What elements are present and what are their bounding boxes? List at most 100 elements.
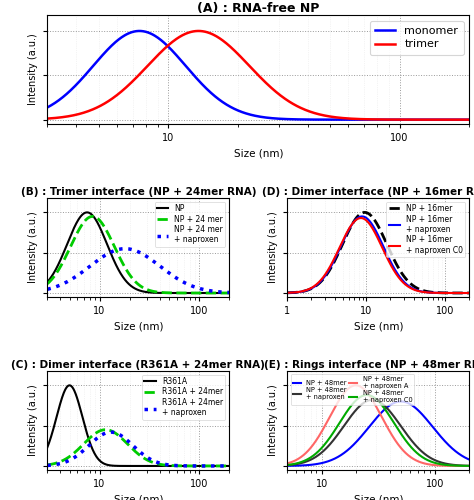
NP + 48mer
+ naproxen A xyxy=(376,409,382,415)
NP + 48mer
+ naproxen C0 xyxy=(437,461,443,467)
NP + 48mer
+ naproxen C0 xyxy=(364,392,369,398)
NP xyxy=(96,222,102,228)
R361A + 24mer xyxy=(244,463,250,469)
Line: NP + 24 mer
+ naproxen: NP + 24 mer + naproxen xyxy=(47,248,247,293)
NP + 16mer
+ naproxen xyxy=(284,290,290,296)
NP + 48mer
+ naproxen A xyxy=(353,382,359,388)
NP + 24 mer
+ naproxen xyxy=(122,246,128,252)
Title: (A) : RNA-free NP: (A) : RNA-free NP xyxy=(197,2,319,15)
monomer xyxy=(164,42,170,48)
Legend: R361A, R361A + 24mer, R361A + 24mer
+ naproxen: R361A, R361A + 24mer, R361A + 24mer + na… xyxy=(142,374,226,420)
NP + 48mer
+ naproxen xyxy=(370,397,375,403)
NP + 16mer
+ naproxen C0 xyxy=(358,215,364,221)
NP xyxy=(135,287,141,293)
Y-axis label: Intensity (a.u.): Intensity (a.u.) xyxy=(268,212,278,284)
NP + 24 mer
+ naproxen xyxy=(178,278,184,283)
NP xyxy=(244,290,250,296)
R361A + 24mer xyxy=(96,428,101,434)
Line: NP + 48mer: NP + 48mer xyxy=(287,402,474,466)
Line: R361A: R361A xyxy=(47,386,247,466)
monomer xyxy=(127,30,132,36)
Line: NP + 48mer
+ naproxen C0: NP + 48mer + naproxen C0 xyxy=(287,395,474,466)
X-axis label: Size (nm): Size (nm) xyxy=(354,494,403,500)
NP + 24 mer
+ naproxen xyxy=(195,285,201,291)
Line: NP + 48mer
+ naproxen A: NP + 48mer + naproxen A xyxy=(287,386,474,466)
R361A + 24mer xyxy=(135,451,141,457)
R361A + 24mer
+ naproxen xyxy=(178,463,184,469)
Legend: monomer, trimer: monomer, trimer xyxy=(370,20,464,55)
Line: NP + 24 mer: NP + 24 mer xyxy=(47,216,247,293)
NP + 48mer
+ naproxen C0 xyxy=(320,444,326,450)
Legend: NP + 16mer, NP + 16mer
+ naproxen, NP + 16mer
+ naproxen C0: NP + 16mer, NP + 16mer + naproxen, NP + … xyxy=(386,202,465,257)
NP + 24 mer
+ naproxen xyxy=(244,290,250,296)
R361A xyxy=(244,463,250,469)
R361A xyxy=(96,457,102,463)
R361A + 24mer xyxy=(45,462,50,468)
NP + 48mer
+ naproxen xyxy=(337,430,342,436)
NP + 16mer
+ naproxen C0 xyxy=(416,288,421,294)
Line: trimer: trimer xyxy=(47,31,474,120)
NP + 24 mer xyxy=(80,220,85,226)
NP + 48mer
+ naproxen xyxy=(284,462,290,468)
X-axis label: Size (nm): Size (nm) xyxy=(234,148,283,158)
R361A xyxy=(66,382,72,388)
monomer xyxy=(393,116,399,122)
NP + 16mer xyxy=(400,272,406,278)
Line: R361A + 24mer: R361A + 24mer xyxy=(47,430,247,466)
NP xyxy=(84,210,90,216)
R361A + 24mer xyxy=(195,463,201,469)
NP + 24 mer xyxy=(244,290,250,296)
R361A + 24mer
+ naproxen xyxy=(244,463,250,469)
Title: (B) : Trimer interface (NP + 24mer RNA): (B) : Trimer interface (NP + 24mer RNA) xyxy=(20,187,256,197)
NP + 16mer
+ naproxen C0 xyxy=(374,232,379,238)
NP + 16mer xyxy=(319,278,325,283)
Title: (C) : Dimer interface (R361A + 24mer RNA): (C) : Dimer interface (R361A + 24mer RNA… xyxy=(11,360,265,370)
Legend: NP + 48mer, NP + 48mer
+ naproxen, NP + 48mer
+ naproxen A, NP + 48mer
+ naproxe: NP + 48mer, NP + 48mer + naproxen, NP + … xyxy=(291,374,414,405)
NP xyxy=(178,290,184,296)
NP + 16mer xyxy=(432,290,438,296)
Y-axis label: Intensity (a.u.): Intensity (a.u.) xyxy=(268,384,278,456)
R361A xyxy=(135,463,141,469)
NP + 16mer
+ naproxen C0 xyxy=(400,280,406,285)
NP + 48mer
+ naproxen xyxy=(376,398,382,404)
Line: R361A + 24mer
+ naproxen: R361A + 24mer + naproxen xyxy=(47,432,247,466)
NP + 24 mer
+ naproxen xyxy=(80,268,85,274)
R361A xyxy=(80,416,86,422)
NP + 24 mer
+ naproxen xyxy=(96,256,101,262)
X-axis label: Size (nm): Size (nm) xyxy=(114,322,163,332)
NP + 48mer
+ naproxen A xyxy=(337,397,342,403)
monomer xyxy=(137,28,142,34)
trimer xyxy=(318,112,324,117)
NP + 16mer xyxy=(416,286,421,292)
NP + 48mer
+ naproxen C0 xyxy=(404,439,410,445)
R361A xyxy=(178,463,184,469)
R361A xyxy=(195,463,201,469)
NP + 16mer
+ naproxen xyxy=(400,278,406,284)
NP + 24 mer xyxy=(195,290,201,296)
NP + 48mer xyxy=(320,460,326,466)
NP + 48mer
+ naproxen A xyxy=(437,462,443,468)
NP + 48mer
+ naproxen A xyxy=(404,451,410,457)
R361A + 24mer xyxy=(103,426,109,432)
trimer xyxy=(255,72,260,78)
NP + 16mer xyxy=(284,290,290,296)
NP + 16mer
+ naproxen xyxy=(335,250,341,256)
monomer xyxy=(255,113,260,119)
NP + 48mer xyxy=(437,432,443,438)
NP + 16mer xyxy=(374,220,379,226)
NP + 24 mer xyxy=(96,216,102,222)
NP + 16mer xyxy=(335,252,341,258)
R361A + 24mer
+ naproxen xyxy=(96,434,101,440)
NP + 16mer
+ naproxen xyxy=(359,214,365,220)
NP + 48mer xyxy=(376,412,382,418)
Title: (E) : Rings interface (NP + 48mer RNA): (E) : Rings interface (NP + 48mer RNA) xyxy=(264,360,474,370)
NP + 48mer
+ naproxen A xyxy=(419,460,425,466)
trimer xyxy=(196,28,201,34)
Line: NP + 16mer: NP + 16mer xyxy=(287,212,474,293)
NP + 24 mer xyxy=(135,281,141,287)
NP + 24 mer xyxy=(178,290,184,296)
R361A + 24mer
+ naproxen xyxy=(80,448,85,454)
NP + 16mer
+ naproxen C0 xyxy=(335,248,341,254)
NP + 48mer xyxy=(398,398,404,404)
NP + 48mer
+ naproxen A xyxy=(320,426,326,432)
